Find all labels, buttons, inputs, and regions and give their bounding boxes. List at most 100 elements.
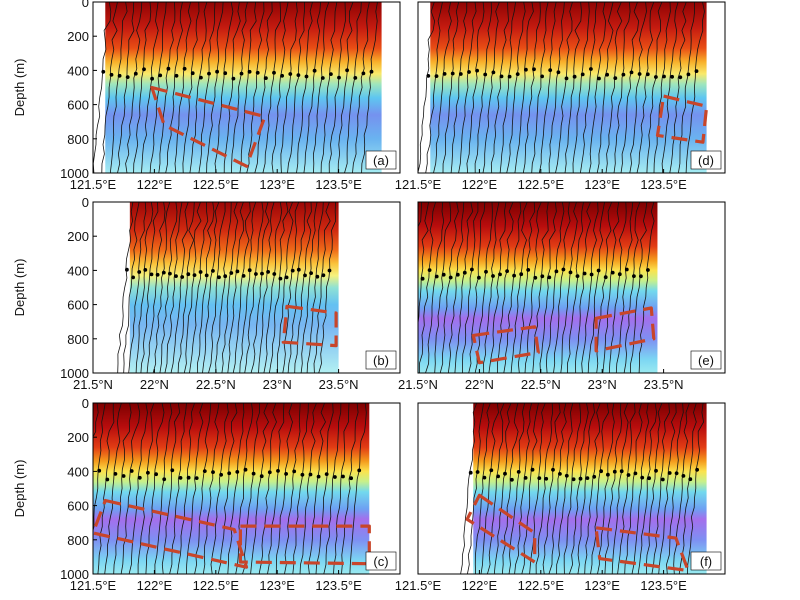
profile-line (174, 2, 192, 173)
profile-marker (131, 275, 136, 280)
x-tick-label: 22°N (140, 377, 169, 392)
profile-marker (619, 469, 624, 474)
profile-marker (170, 468, 175, 473)
profile-line (161, 403, 181, 574)
profile-line (154, 403, 173, 574)
profile-marker (146, 470, 150, 475)
y-tick-label: 200 (67, 430, 89, 445)
profile-marker (300, 472, 305, 477)
profile-marker (204, 273, 209, 278)
profile-line (189, 2, 208, 173)
profile-marker (182, 66, 187, 71)
profile-line (510, 202, 528, 373)
profile-marker (510, 477, 514, 482)
profile-marker (678, 75, 683, 80)
y-tick-label: 400 (67, 464, 89, 479)
profile-line (300, 202, 318, 373)
profile-line (307, 403, 326, 574)
profile-line (529, 403, 546, 574)
profile-line (580, 2, 598, 173)
y-tick-label: 1000 (60, 567, 89, 582)
profile-line (577, 403, 595, 574)
profile-line (560, 202, 578, 373)
profile-marker (629, 70, 634, 75)
profile-line (117, 202, 134, 373)
profile-marker (267, 470, 272, 475)
profile-line (341, 403, 359, 574)
panel-label-box-a (365, 150, 397, 170)
profile-line (312, 2, 330, 173)
profile-line (433, 2, 452, 173)
profile-marker (613, 76, 618, 80)
y-tick-label: 600 (67, 298, 89, 313)
dashed-box-a-1 (150, 85, 267, 168)
profile-marker (327, 268, 332, 273)
y-axis-label: Depth (m) (12, 460, 27, 518)
profile-line (653, 2, 671, 173)
y-tick-label: 0 (82, 396, 89, 411)
profile-line (284, 403, 301, 574)
profile-line (590, 403, 610, 574)
profile-line (361, 2, 378, 173)
profile-line (93, 2, 112, 173)
profile-line (466, 2, 485, 173)
profile-line (506, 2, 526, 173)
profile-lines-b (117, 202, 337, 373)
profile-line (563, 403, 581, 574)
profile-marker (458, 72, 463, 76)
profile-line (128, 202, 147, 373)
profile-line (574, 202, 592, 373)
profile-marker (369, 69, 374, 74)
profile-line (93, 403, 99, 464)
profile-marker (496, 474, 500, 479)
profile-marker (580, 72, 585, 77)
x-tick-label: 23.5°N (644, 377, 684, 392)
profile-marker (662, 74, 666, 79)
profile-lines-f (460, 403, 705, 574)
x-tick-label: 122°E (462, 578, 498, 593)
profile-marker (162, 477, 167, 482)
profile-line (246, 2, 265, 173)
panel-label-a: (a) (373, 153, 389, 168)
profile-line (488, 202, 507, 373)
profile-marker (646, 268, 650, 272)
profile-line (244, 202, 264, 373)
profile-marker (561, 267, 566, 272)
profile-line (425, 2, 443, 173)
y-tick-label: 400 (67, 63, 89, 78)
profile-marker (239, 71, 244, 76)
profile-marker (572, 74, 577, 79)
x-tick-label: 121.5°E (395, 578, 442, 593)
profile-line (617, 403, 636, 574)
profile-line (524, 202, 542, 373)
profile-line (277, 202, 294, 373)
profile-marker (315, 274, 320, 279)
profile-line (221, 202, 239, 373)
x-tick-label: 123°E (259, 177, 295, 192)
profile-line (597, 403, 615, 574)
x-tick-label: 123.5°E (315, 177, 362, 192)
panel-label-box-c (365, 551, 397, 571)
profile-marker (547, 275, 552, 280)
x-tick-label: 22°N (465, 377, 494, 392)
profile-marker (670, 74, 674, 79)
dashed-box-c-1 (91, 498, 249, 569)
profile-marker (109, 72, 114, 77)
profile-marker (316, 474, 321, 479)
profile-marker (272, 70, 276, 75)
profile-marker (180, 275, 185, 279)
y-tick-label: 200 (67, 29, 89, 44)
profile-marker (361, 71, 366, 76)
profile-line (177, 202, 195, 373)
profile-line (587, 202, 605, 373)
section-field-d (430, 2, 707, 173)
panel-label-d: (d) (698, 153, 714, 168)
profile-marker (166, 66, 171, 71)
profile-marker (105, 477, 110, 482)
profile-line (646, 2, 663, 173)
profile-line (454, 202, 474, 373)
y-tick-label: 800 (67, 533, 89, 548)
profile-marker (254, 272, 258, 276)
profile-line (490, 2, 509, 173)
